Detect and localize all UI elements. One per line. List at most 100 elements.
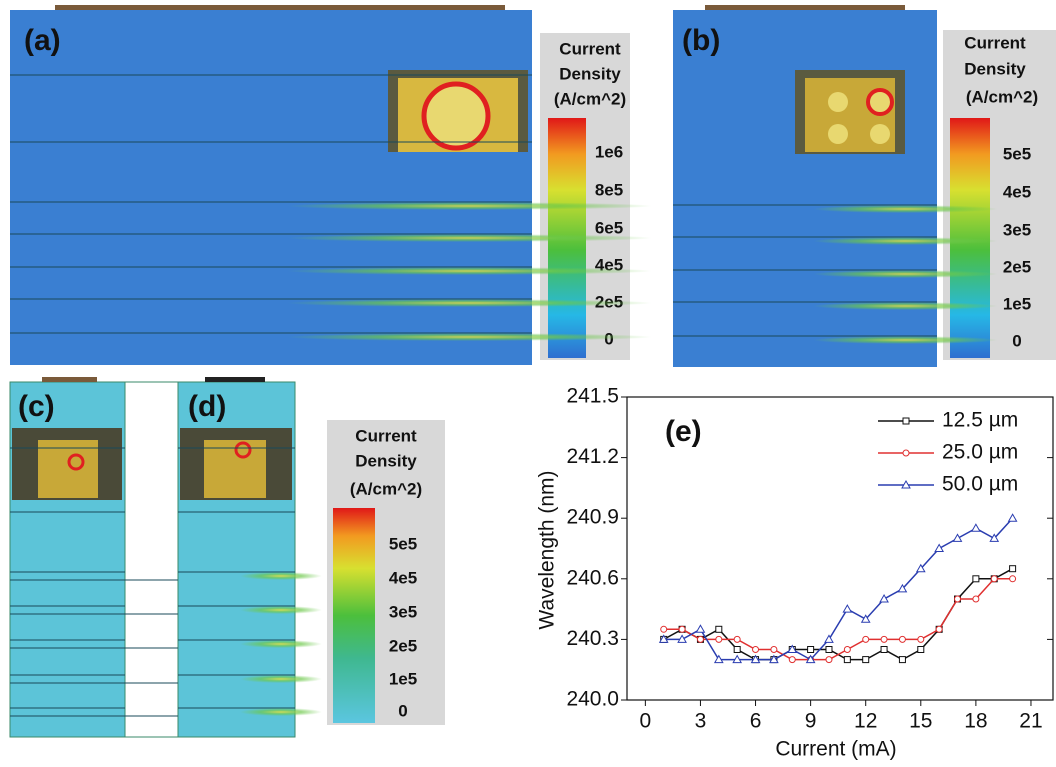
current-glow — [813, 237, 998, 245]
current-glow — [287, 299, 652, 307]
x-axis-title: Current (mA) — [775, 738, 896, 761]
colorbar-title: (A/cm^2) — [966, 87, 1038, 106]
x-tick-label: 21 — [1019, 710, 1042, 733]
colorbar-tick: 4e5 — [389, 568, 417, 587]
colorbar-title: Density — [559, 64, 621, 83]
gap — [125, 382, 178, 737]
panel-e: (e) Current (mA) Wavelength (nm) 240.0 24… — [536, 385, 1053, 761]
data-point — [844, 647, 850, 653]
colorbar-title: Current — [355, 426, 417, 445]
colorbar-tick: 1e5 — [389, 669, 417, 688]
data-point — [844, 657, 850, 663]
y-tick-label: 240.9 — [566, 506, 619, 529]
data-point — [903, 450, 909, 456]
data-point — [1010, 566, 1016, 572]
inset-marker — [868, 90, 892, 114]
data-point — [661, 626, 667, 632]
y-tick-label: 240.3 — [566, 627, 619, 650]
legend-label: 50.0 µm — [942, 473, 1018, 496]
x-tick-label: 12 — [854, 710, 877, 733]
data-point — [918, 647, 924, 653]
data-point — [863, 657, 869, 663]
data-point — [881, 636, 887, 642]
colorbar-title: Current — [964, 33, 1026, 52]
simulation-map — [10, 10, 532, 365]
colorbar-tick: 0 — [1012, 331, 1021, 350]
y-tick-label: 240.0 — [566, 688, 619, 711]
data-point — [991, 576, 997, 582]
data-point — [716, 636, 722, 642]
colorbar-title: (A/cm^2) — [554, 89, 626, 108]
data-point — [679, 626, 685, 632]
colorbar-title: Density — [355, 451, 417, 470]
current-glow — [240, 675, 322, 683]
data-point — [808, 647, 814, 653]
current-glow — [240, 640, 322, 648]
inset-metal — [38, 440, 98, 498]
data-point — [881, 647, 887, 653]
data-point — [789, 657, 795, 663]
data-point — [863, 636, 869, 642]
colorbar — [333, 508, 375, 723]
x-tick-label: 3 — [695, 710, 707, 733]
data-point — [716, 626, 722, 632]
figure: (a) Current Density (A/cm^2) 1e6 8e5 6e5… — [0, 0, 1056, 767]
data-point — [973, 576, 979, 582]
data-point — [880, 595, 888, 602]
data-point — [918, 636, 924, 642]
data-point — [734, 636, 740, 642]
data-point — [826, 657, 832, 663]
contact — [705, 5, 905, 10]
x-tick-label: 18 — [964, 710, 987, 733]
x-tick-label: 6 — [750, 710, 762, 733]
colorbar-title: (A/cm^2) — [350, 479, 422, 498]
colorbar-tick: 1e6 — [595, 142, 623, 161]
panel-label: (e) — [665, 415, 702, 448]
colorbar-tick: 1e5 — [1003, 294, 1031, 313]
colorbar-title: Density — [964, 59, 1026, 78]
current-glow — [240, 708, 322, 716]
y-tick-label: 241.5 — [566, 385, 619, 408]
current-glow — [240, 572, 322, 580]
colorbar-tick: 2e5 — [389, 636, 417, 655]
legend-label: 25.0 µm — [942, 441, 1018, 464]
data-point — [954, 534, 962, 541]
current-glow — [813, 302, 998, 310]
colorbar-tick: 3e5 — [1003, 220, 1031, 239]
data-point — [1009, 514, 1017, 521]
panel-b: (b) Current Density (A/cm^2) 5e5 4e5 3e5… — [673, 5, 1056, 367]
colorbar-tick: 4e5 — [1003, 182, 1031, 201]
series-line — [664, 569, 1013, 660]
current-glow — [813, 270, 998, 278]
current-glow — [287, 234, 652, 242]
data-point — [935, 545, 943, 552]
colorbar-tick: 0 — [398, 701, 407, 720]
contact — [55, 5, 505, 10]
data-point — [734, 647, 740, 653]
y-tick-label: 241.2 — [566, 445, 619, 468]
colorbar-tick: 2e5 — [1003, 257, 1031, 276]
data-point — [903, 418, 909, 424]
data-point — [972, 524, 980, 531]
inset-disc — [828, 92, 848, 112]
data-point — [825, 635, 833, 642]
current-glow — [287, 333, 652, 341]
inset-disc — [828, 124, 848, 144]
current-glow — [813, 205, 998, 213]
colorbar-tick: 8e5 — [595, 180, 623, 199]
current-glow — [287, 267, 652, 275]
inset-disc — [870, 124, 890, 144]
panel-label: (b) — [682, 24, 720, 57]
data-point — [696, 625, 704, 632]
x-tick-label: 9 — [805, 710, 817, 733]
data-point — [697, 636, 703, 642]
data-point — [936, 626, 942, 632]
data-point — [899, 657, 905, 663]
inset-marker — [424, 84, 488, 148]
legend-label: 12.5 µm — [942, 409, 1018, 432]
current-glow — [287, 202, 652, 210]
data-point — [899, 636, 905, 642]
y-axis-title: Wavelength (nm) — [536, 470, 559, 629]
contact — [205, 377, 265, 382]
panel-a: (a) Current Density (A/cm^2) 1e6 8e5 6e5… — [10, 5, 630, 365]
